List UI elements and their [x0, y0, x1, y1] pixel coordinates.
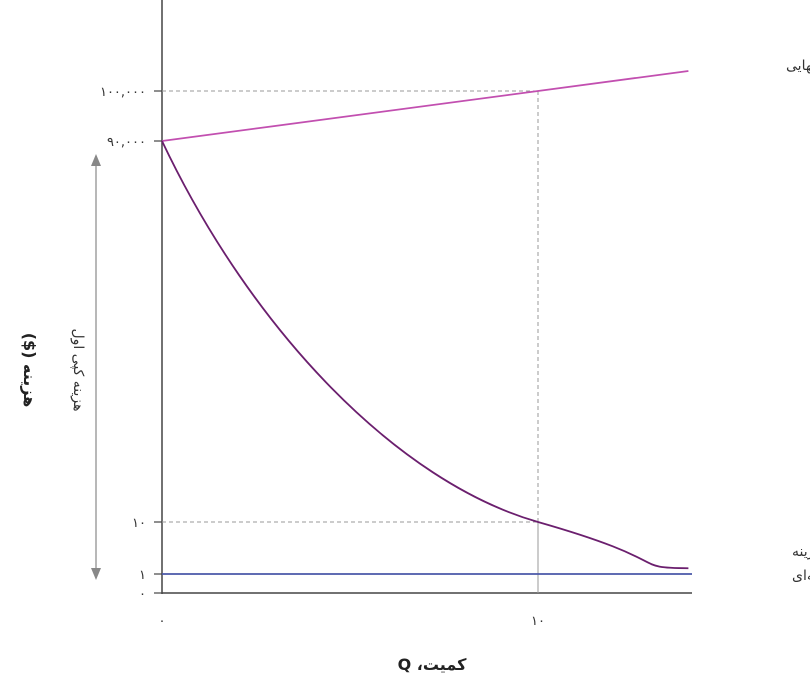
y-tick-label-0: ۰ [139, 587, 146, 602]
y-tick-label-100000: ۱۰۰,۰۰۰ [100, 85, 146, 100]
tick-marks [154, 90, 162, 594]
series-total-cost-line [161, 70, 689, 142]
x-axis-title: کمیت، Q [398, 655, 467, 674]
series-lines [161, 70, 692, 575]
x-tick-label-10: ۱۰ [531, 614, 545, 629]
y-tick-label-10: ۱۰ [132, 516, 146, 531]
series-label-marginal-cost: هزینه حاشیه‌ای [792, 568, 810, 584]
series-label-total-cost: هزینه نهایی [786, 58, 810, 74]
first-copy-cost-label: هزینه کپی اول [70, 328, 86, 411]
x-tick-label-0: ۰ [159, 614, 166, 629]
y-tick-label-1: ۱ [139, 568, 146, 583]
series-label-average-cost: میانگین هزینه [792, 543, 810, 560]
first-copy-bracket [91, 154, 101, 580]
series-average-cost-line [161, 140, 689, 570]
y-axis-title: هزینه ($) [20, 333, 39, 408]
guide-lines [162, 90, 539, 593]
y-tick-label-90000: ۹۰,۰۰۰ [107, 135, 146, 150]
